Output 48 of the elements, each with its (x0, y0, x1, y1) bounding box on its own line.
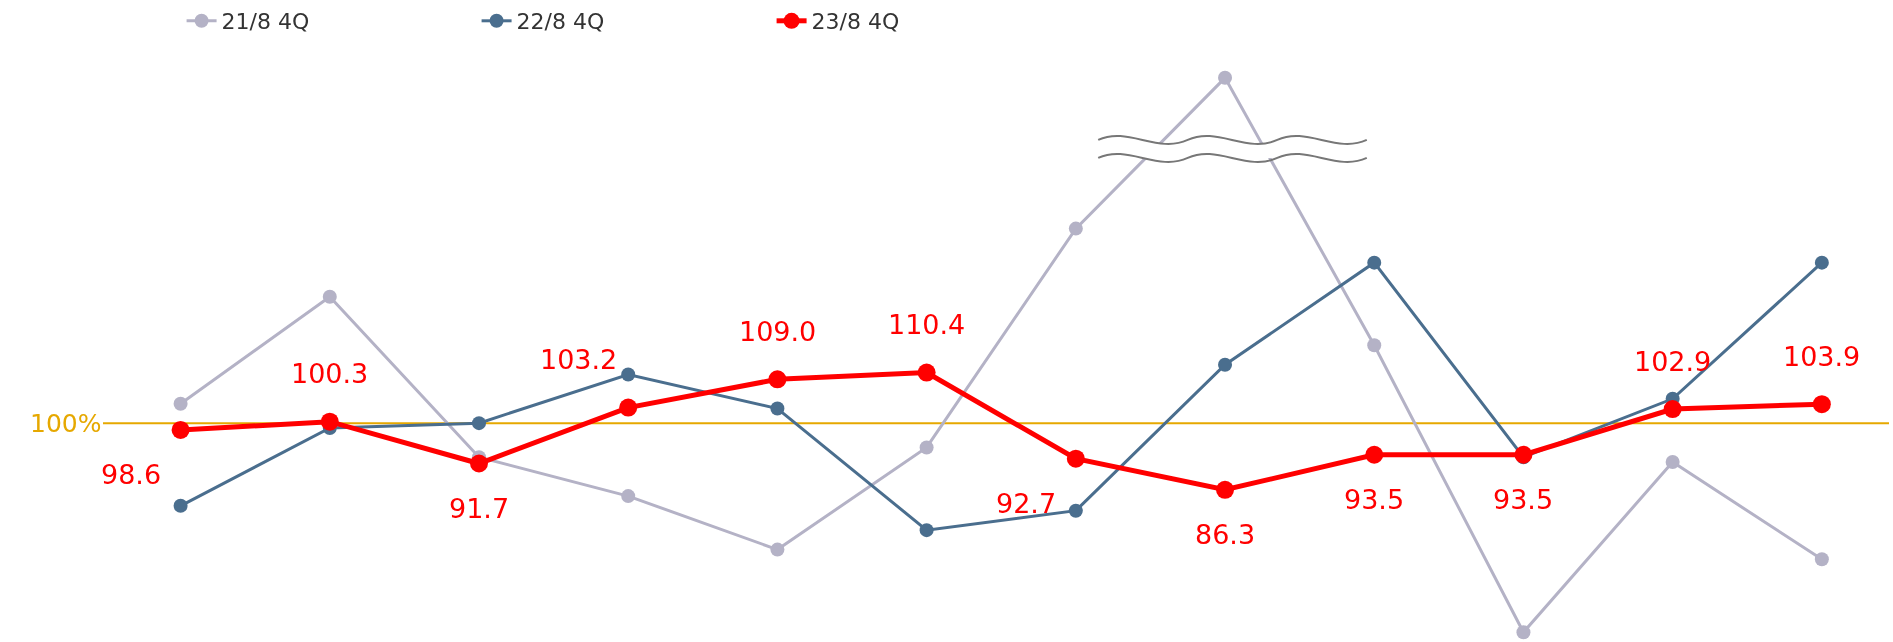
point (768, 370, 787, 389)
point (1516, 625, 1531, 640)
point (919, 440, 934, 455)
data-label: 98.6 (101, 459, 162, 490)
point (1663, 400, 1682, 419)
data-label: 100.3 (291, 358, 369, 389)
point (1665, 455, 1680, 470)
ref-line-label: 100% (30, 409, 102, 438)
point (472, 416, 486, 431)
point (1812, 395, 1831, 414)
point (322, 289, 337, 304)
point (171, 420, 190, 439)
point (173, 396, 188, 411)
point (1367, 338, 1382, 353)
point (1216, 480, 1235, 499)
data-label: 110.4 (888, 309, 966, 340)
point (320, 412, 339, 431)
point (621, 367, 636, 382)
point (770, 542, 785, 557)
legend-label: 23/8 4Q (811, 9, 900, 35)
data-label: 103.2 (540, 344, 618, 375)
point (1814, 552, 1829, 567)
point (1068, 221, 1083, 236)
point (621, 489, 636, 504)
point (619, 398, 638, 417)
point (919, 523, 934, 538)
data-label: 86.3 (1195, 519, 1256, 550)
data-label: 93.5 (1344, 484, 1405, 515)
data-label: 109.0 (739, 316, 817, 347)
point (917, 363, 936, 382)
data-label: 91.7 (449, 493, 510, 524)
point (1814, 255, 1829, 270)
point (1514, 445, 1533, 464)
point (1066, 449, 1085, 468)
legend-label: 22/8 4Q (516, 9, 605, 35)
data-label: 103.9 (1783, 341, 1861, 372)
point (1218, 357, 1233, 372)
data-label: 92.7 (996, 488, 1057, 519)
point (1218, 70, 1233, 85)
point (1068, 503, 1083, 518)
point (1367, 255, 1382, 270)
legend-label: 21/8 4Q (221, 9, 310, 35)
point (470, 454, 488, 473)
data-label: 102.9 (1634, 346, 1712, 377)
point (770, 401, 785, 416)
point (173, 498, 188, 513)
point (1365, 445, 1384, 464)
data-label: 93.5 (1493, 484, 1554, 515)
